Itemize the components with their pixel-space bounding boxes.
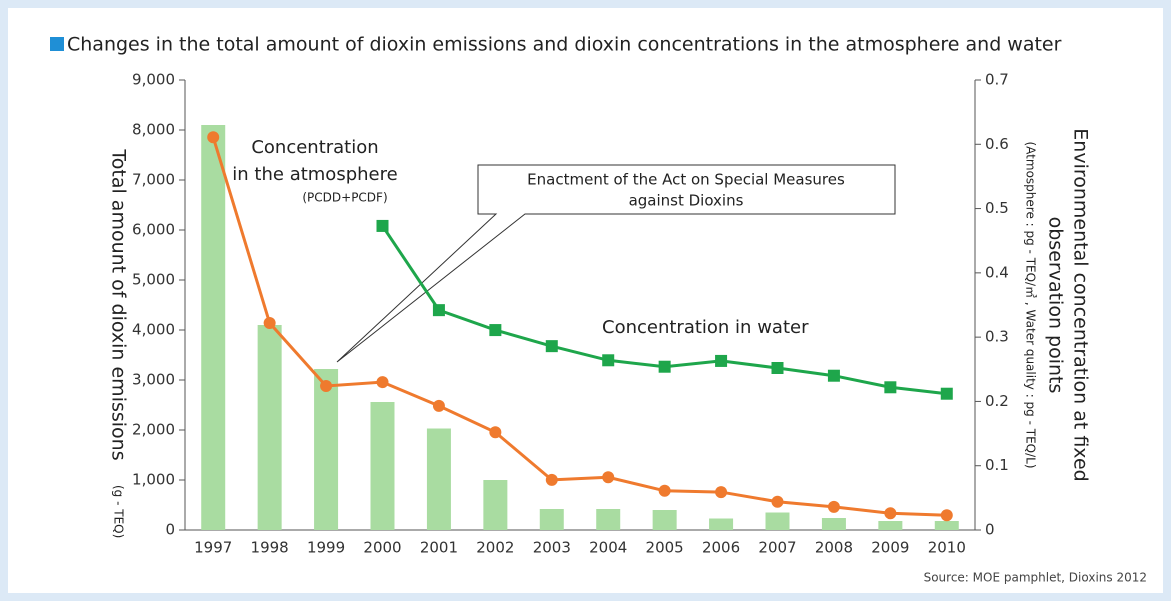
y2-tick-label: 0.6 (985, 135, 1009, 153)
bar (483, 480, 508, 530)
marker (884, 507, 897, 520)
chart-title: Changes in the total amount of dioxin em… (67, 34, 1062, 56)
callout-box (336, 164, 896, 363)
x-tick-label: 1997 (194, 539, 232, 557)
x-tick-label: 2008 (815, 539, 853, 557)
marker (827, 500, 840, 513)
y2-tick-label: 0.3 (985, 328, 1009, 346)
marker (715, 486, 728, 499)
marker (489, 324, 502, 337)
y-axis-unit: (g - TEQ) (112, 485, 126, 538)
y2-tick-label: 0.4 (985, 263, 1009, 281)
title-marker (50, 37, 64, 51)
marker (432, 304, 445, 317)
marker (771, 495, 784, 508)
x-tick-label: 2002 (476, 539, 514, 557)
marker (940, 387, 953, 400)
marker (376, 219, 389, 232)
bar (765, 512, 790, 530)
marker (432, 399, 445, 412)
annotation: in the atmosphere (232, 164, 397, 185)
y-axis-label: Total amount of dioxin emissions (108, 148, 130, 460)
y2-tick-label: 0.7 (985, 71, 1009, 89)
y2-axis-label: observation points (1045, 217, 1067, 394)
x-tick-label: 2004 (589, 539, 627, 557)
marker (940, 509, 953, 522)
marker (207, 131, 220, 144)
marker (884, 381, 897, 394)
marker (376, 376, 389, 389)
x-tick-label: 2009 (871, 539, 909, 557)
bar (596, 509, 621, 530)
y2-axis-unit: (Atmosphere : pg - TEQ/㎥ , Water quality… (1024, 141, 1038, 468)
bar (257, 325, 282, 530)
bar (934, 521, 959, 530)
marker (545, 473, 558, 486)
bar (426, 428, 451, 530)
bar (370, 402, 395, 530)
y-tick-label: 1,000 (132, 471, 175, 489)
y-tick-label: 2,000 (132, 421, 175, 439)
y-tick-label: 3,000 (132, 371, 175, 389)
x-tick-label: 2003 (533, 539, 571, 557)
annotation: Concentration in water (602, 317, 809, 338)
y-tick-label: 7,000 (132, 171, 175, 189)
y-tick-label: 0 (165, 521, 175, 539)
marker (489, 426, 502, 439)
y2-tick-label: 0.1 (985, 456, 1009, 474)
frame (8, 8, 1163, 593)
y-tick-label: 5,000 (132, 271, 175, 289)
bar (821, 518, 846, 530)
y2-tick-label: 0 (985, 521, 995, 539)
marker (545, 340, 558, 353)
bar (314, 369, 339, 530)
annotation: against Dioxins (629, 192, 744, 210)
x-tick-label: 2000 (363, 539, 401, 557)
annotation: (PCDD+PCDF) (302, 191, 387, 205)
line (211, 136, 947, 517)
x-tick-label: 2010 (928, 539, 966, 557)
annotation: Enactment of the Act on Special Measures (527, 171, 845, 189)
marker (658, 360, 671, 373)
y2-tick-label: 0.5 (985, 199, 1009, 217)
x-tick-label: 2007 (758, 539, 796, 557)
marker (602, 354, 615, 367)
marker (263, 317, 276, 329)
bar (878, 521, 903, 530)
y2-tick-label: 0.2 (985, 392, 1009, 410)
bar (652, 510, 677, 530)
marker (602, 471, 615, 484)
marker (715, 354, 728, 367)
x-tick-label: 2006 (702, 539, 740, 557)
annotation: Concentration (251, 137, 378, 158)
x-tick-label: 2005 (646, 539, 684, 557)
bar (709, 518, 734, 530)
y2-axis-label: Environmental concentration at fixed (1070, 128, 1092, 481)
bar (539, 509, 564, 530)
marker (771, 362, 784, 374)
y-tick-label: 8,000 (132, 121, 175, 139)
source: Source: MOE pamphlet, Dioxins 2012 (924, 571, 1147, 585)
x-tick-label: 2001 (420, 539, 458, 557)
x-tick-label: 1998 (251, 539, 289, 557)
x-tick-label: 1999 (307, 539, 345, 557)
bar (201, 125, 226, 530)
marker (658, 484, 671, 497)
marker (827, 369, 840, 382)
y-tick-label: 4,000 (132, 321, 175, 339)
y-tick-label: 6,000 (132, 221, 175, 239)
y-tick-label: 9,000 (132, 71, 175, 89)
marker (320, 380, 333, 392)
